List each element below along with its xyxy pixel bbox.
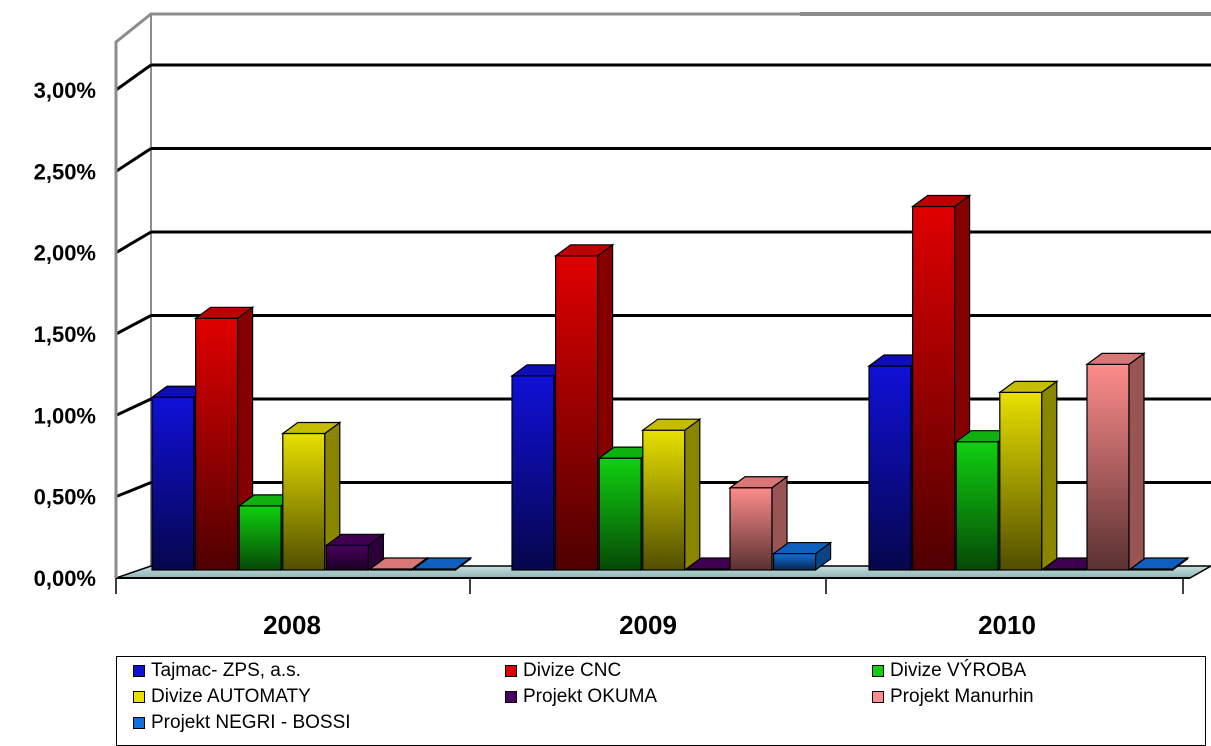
y-tick-labels: 0,00% 0,50% 1,00% 1,50% 2,00% 2,50% 3,00% [34, 78, 96, 591]
x-category-labels: 2008 2009 2010 [263, 610, 1036, 640]
y-tick-label: 3,00% [34, 78, 96, 103]
bar-top [1128, 557, 1190, 570]
legend-label: Projekt Manurhin [890, 686, 1034, 707]
bar-top [728, 476, 789, 489]
bar-side [1128, 352, 1145, 572]
bar-front [195, 317, 239, 571]
y-tick-label: 0,50% [34, 485, 96, 510]
legend-swatch [133, 717, 145, 729]
legend-swatch [133, 665, 145, 677]
bar-front [772, 552, 817, 571]
bar-2009-1 [553, 243, 615, 572]
bar-front [868, 365, 912, 571]
gridline-side [115, 481, 152, 499]
gridline-side [115, 314, 152, 336]
bar-front [642, 429, 686, 571]
bar-front [955, 441, 999, 571]
bar-2008-4 [324, 533, 386, 572]
bar-2008-6 [411, 556, 473, 572]
bar-front [598, 457, 642, 571]
bar-top [553, 244, 615, 257]
bar-side [684, 417, 701, 572]
bar-2009-5 [728, 475, 789, 572]
bar-top [193, 306, 255, 319]
legend-item: Projekt OKUMA [505, 686, 657, 708]
bar-front [999, 391, 1043, 571]
bar-2009-6 [771, 541, 833, 572]
gridline-side [115, 147, 152, 173]
bar-top [280, 421, 342, 435]
legend-label: Projekt NEGRI - BOSSI [151, 712, 351, 733]
legend-swatch [505, 665, 517, 677]
legend-label: Divize CNC [523, 660, 622, 681]
axes [114, 42, 1190, 594]
gridline-side [115, 397, 152, 417]
bar-front [554, 255, 599, 571]
legend-swatch [872, 665, 884, 677]
y-tick-label: 1,50% [34, 322, 96, 347]
y-tick-label: 0,00% [34, 566, 96, 591]
y-tick-label: 2,00% [34, 241, 96, 266]
bar-top [411, 557, 473, 570]
x-category-label: 2010 [978, 610, 1036, 640]
bar-top [910, 194, 972, 208]
bar-front [151, 396, 195, 571]
legend-swatch [133, 691, 145, 703]
bar-2009-3 [640, 417, 702, 572]
legend-item: Divize CNC [505, 660, 621, 682]
bar-front [282, 432, 326, 571]
bar-top [640, 418, 702, 431]
bars [150, 194, 1190, 572]
bar-front [325, 544, 369, 571]
bar-2010-3 [997, 380, 1059, 572]
legend-item: Projekt NEGRI - BOSSI [133, 712, 351, 734]
gridline-side [115, 63, 152, 92]
bar-top [1085, 352, 1146, 365]
bar-front [729, 487, 773, 571]
legend-item: Projekt Manurhin [872, 686, 1034, 708]
bar-front [1086, 363, 1130, 571]
legend-swatch [872, 691, 884, 703]
bar-2010-6 [1128, 556, 1190, 572]
bar-2008-3 [280, 421, 342, 572]
legend-label: Divize VÝROBA [890, 660, 1027, 681]
bar-top [997, 380, 1059, 393]
bar-front [238, 505, 282, 571]
bar-front [911, 205, 956, 571]
legend-label: Tajmac- ZPS, a.s. [151, 660, 301, 681]
bar-front [511, 375, 555, 571]
legend: Tajmac- ZPS, a.s. Divize CNC Divize VÝROBA… [116, 656, 1206, 746]
legend-item: Tajmac- ZPS, a.s. [133, 660, 301, 682]
bar-2010-5 [1085, 352, 1146, 572]
bar-top [771, 541, 833, 555]
bar-side [1041, 380, 1058, 572]
x-category-label: 2009 [619, 610, 677, 640]
legend-swatch [505, 691, 517, 703]
legend-item: Divize VÝROBA [872, 660, 1026, 682]
bar-top [324, 533, 386, 546]
x-category-label: 2008 [263, 610, 321, 640]
y-tick-label: 1,00% [34, 403, 96, 428]
legend-item: Divize AUTOMATY [133, 686, 311, 708]
y-tick-label: 2,50% [34, 159, 96, 184]
bar-top [368, 557, 429, 570]
legend-label: Divize AUTOMATY [151, 686, 311, 707]
legend-label: Projekt OKUMA [523, 686, 658, 707]
gridline-side [115, 230, 152, 254]
